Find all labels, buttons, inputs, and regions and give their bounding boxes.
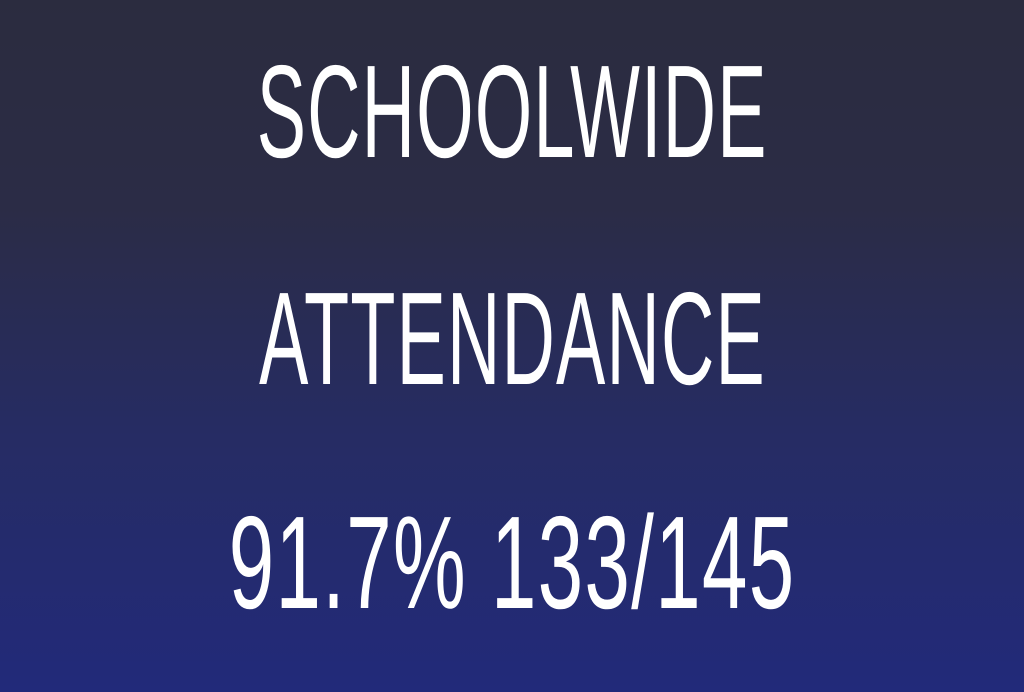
headline-line-1: SCHOOLWIDE xyxy=(0,38,1024,185)
headline-schoolwide: SCHOOLWIDE xyxy=(256,38,768,185)
attendance-stat: 91.7% 133/145 xyxy=(228,489,796,636)
headline-line-2: ATTENDANCE xyxy=(0,265,1024,412)
headline-attendance: ATTENDANCE xyxy=(258,265,766,412)
attendance-stat-line: 91.7% 133/145 xyxy=(0,489,1024,636)
